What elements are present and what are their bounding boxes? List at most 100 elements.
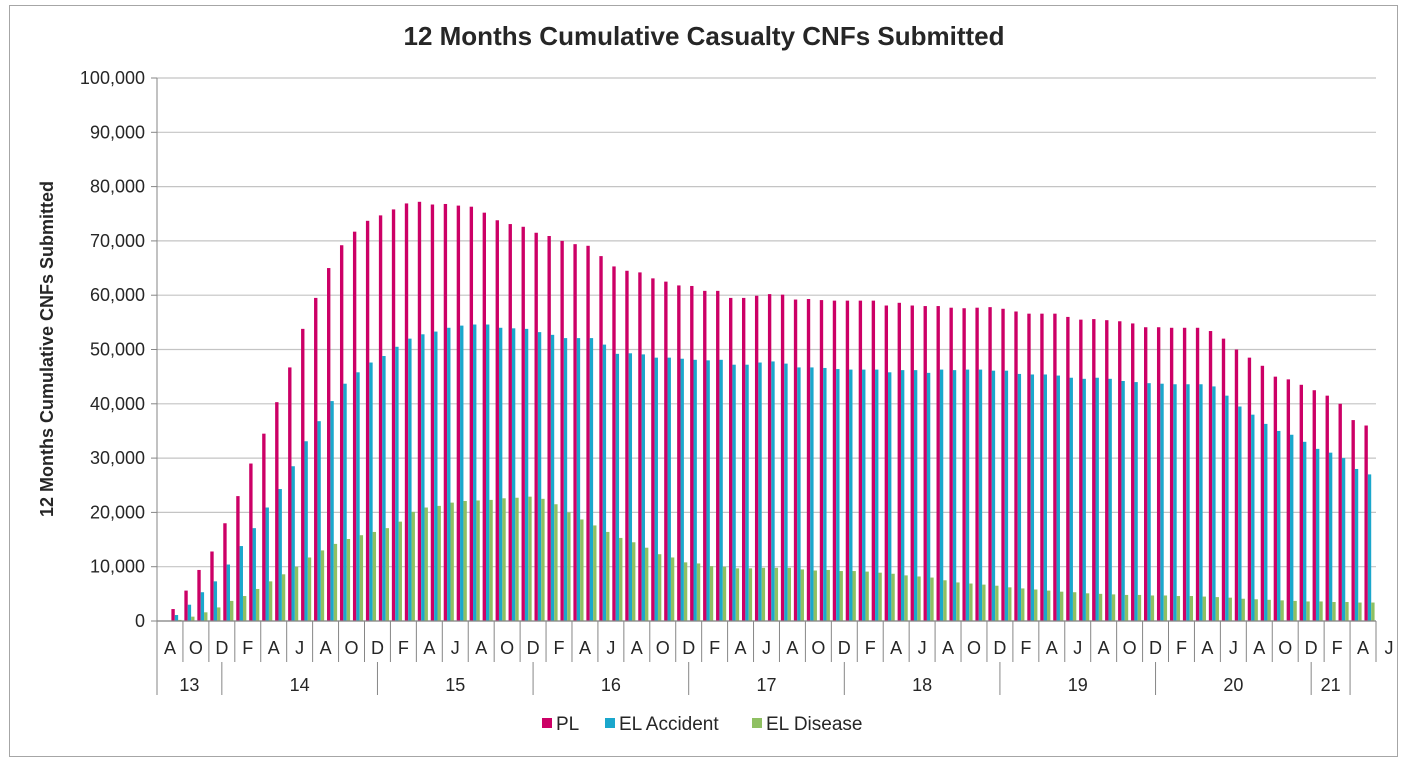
x-month-label: D — [1149, 638, 1162, 658]
bar-el-accident — [511, 328, 516, 621]
bar-pl — [1208, 331, 1213, 621]
bar-el-disease — [1034, 589, 1038, 621]
bar-pl — [1156, 327, 1161, 621]
bar-pl — [1195, 327, 1200, 621]
x-month-label: A — [423, 638, 435, 658]
x-month-label: D — [1305, 638, 1318, 658]
bar-el-accident — [615, 353, 620, 621]
bar-el-disease — [839, 571, 843, 621]
x-month-label: D — [682, 638, 695, 658]
bar-el-disease — [242, 596, 247, 621]
chart-title: 12 Months Cumulative Casualty CNFs Submi… — [404, 21, 1005, 51]
bar-el-accident — [473, 324, 477, 621]
bar-el-accident — [1225, 395, 1229, 621]
bar-el-accident — [1302, 441, 1307, 621]
bar-el-disease — [657, 554, 662, 621]
bar-pl — [1273, 376, 1278, 621]
bar-pl — [1325, 395, 1329, 621]
bar-el-accident — [991, 370, 996, 621]
bar-pl — [716, 290, 720, 621]
bar-el-accident — [1277, 430, 1281, 621]
y-tick-label: 90,000 — [90, 122, 145, 142]
x-year-label: 21 — [1321, 675, 1341, 695]
x-month-label: O — [189, 638, 203, 658]
bar-el-disease — [956, 582, 960, 621]
bar-pl — [806, 299, 811, 621]
bar-pl — [677, 285, 681, 621]
bar-el-accident — [1238, 406, 1242, 621]
bar-pl — [780, 294, 785, 621]
bar-pl — [378, 215, 383, 621]
x-month-label: A — [579, 638, 591, 658]
x-year-label: 20 — [1223, 675, 1243, 695]
bar-pl — [910, 305, 914, 621]
bar-pl — [262, 433, 266, 621]
bar-el-accident — [200, 592, 205, 621]
bar-pl — [975, 307, 979, 621]
bar-pl — [443, 203, 448, 621]
x-year-label: 14 — [290, 675, 310, 695]
bar-el-accident — [745, 364, 749, 621]
y-tick-label: 70,000 — [90, 231, 145, 251]
bar-pl — [871, 300, 876, 621]
bar-pl — [1260, 365, 1265, 621]
bar-pl — [430, 204, 435, 622]
bar-pl — [197, 569, 201, 621]
x-month-label: A — [890, 638, 902, 658]
bar-el-accident — [498, 327, 503, 621]
bar-pl — [456, 205, 461, 622]
bar-el-disease — [593, 525, 597, 621]
bar-el-disease — [268, 581, 273, 621]
x-month-label: A — [942, 638, 954, 658]
bar-el-disease — [774, 567, 779, 621]
bar-el-disease — [1319, 601, 1323, 621]
bar-el-disease — [852, 571, 856, 621]
bar-pl — [612, 266, 616, 621]
x-month-label: J — [451, 638, 460, 658]
bar-pl — [1182, 327, 1187, 621]
bar-pl — [741, 297, 746, 621]
bar-el-accident — [226, 564, 231, 621]
y-tick-label: 50,000 — [90, 340, 145, 360]
bar-el-disease — [1254, 599, 1258, 621]
bar-el-disease — [644, 547, 649, 621]
bar-el-accident — [888, 372, 892, 621]
x-month-label: O — [656, 638, 670, 658]
legend-label: EL Disease — [766, 714, 862, 735]
bar-pl — [469, 206, 474, 622]
bar-pl — [1299, 384, 1303, 621]
bar-pl — [884, 305, 889, 621]
bar-el-accident — [1147, 383, 1151, 621]
x-year-label: 15 — [445, 675, 465, 695]
bar-el-accident — [1251, 414, 1255, 621]
bar-el-disease — [670, 557, 675, 621]
bar-el-disease — [606, 531, 610, 621]
x-month-label: A — [320, 638, 332, 658]
x-year-label: 18 — [912, 675, 932, 695]
bar-el-accident — [1108, 378, 1112, 621]
bar-pl — [573, 244, 577, 621]
bar-pl — [171, 609, 175, 621]
bar-pl — [404, 203, 409, 622]
bar-el-accident — [1121, 380, 1125, 621]
x-month-label: F — [1176, 638, 1187, 658]
bar-el-accident — [1367, 474, 1372, 621]
bar-el-disease — [554, 504, 558, 621]
bar-pl — [560, 240, 564, 621]
bar-el-accident — [408, 338, 412, 621]
bar-pl — [599, 256, 603, 621]
bar-el-accident — [1004, 370, 1009, 621]
bar-el-accident — [654, 357, 658, 621]
bar-el-accident — [356, 372, 360, 621]
legend: PL EL Accident EL Disease — [542, 714, 862, 735]
x-month-label: O — [811, 638, 825, 658]
bar-el-disease — [1176, 596, 1181, 621]
x-month-label: D — [527, 638, 540, 658]
gridlines — [157, 77, 1376, 622]
bar-el-accident — [667, 357, 671, 621]
bar-el-disease — [826, 569, 830, 621]
bar-el-disease — [735, 568, 740, 621]
bar-pl — [651, 278, 655, 621]
bar-el-accident — [862, 369, 866, 621]
bar-pl — [1014, 311, 1018, 621]
